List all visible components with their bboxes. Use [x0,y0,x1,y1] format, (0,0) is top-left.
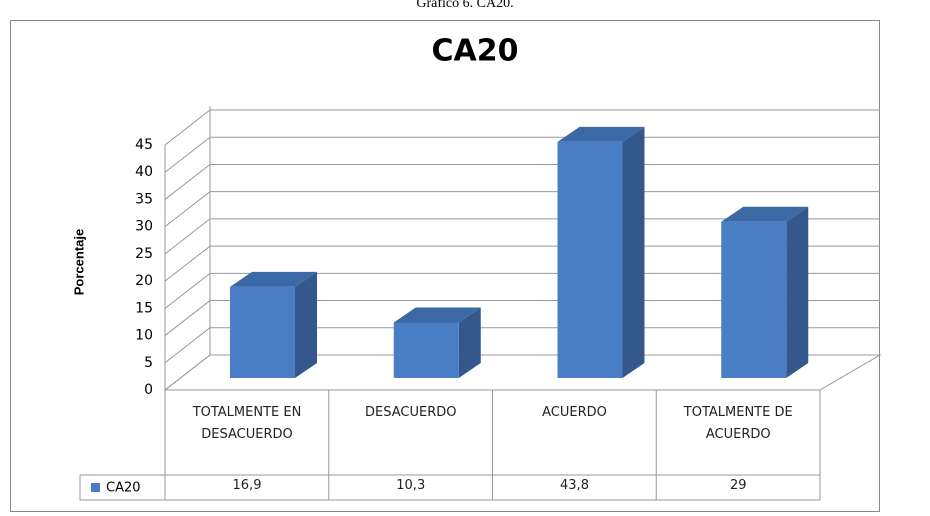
legend-label: CA20 [106,481,141,496]
bar-side [786,206,809,378]
value-label: 29 [656,478,820,493]
grid-line [164,245,880,282]
y-tick-label: 40 [135,164,153,180]
y-tick-label: 35 [135,191,153,207]
value-label-text: 29 [729,478,747,493]
bar [721,221,787,378]
bar-side [458,307,481,378]
y-tick-label: 0 [144,382,153,398]
category-label-text: TOTALMENTE DE ACUERDO [683,405,793,442]
grid-line [164,327,880,364]
y-tick-label: 20 [135,273,153,289]
category-label: ACUERDO [493,402,657,424]
category-label: TOTALMENTE DE ACUERDO [656,402,820,446]
category-label: TOTALMENTE EN DESACUERDO [165,402,329,446]
grid-line [164,163,880,200]
y-axis-label: Porcentaje [71,229,86,295]
bar-top [721,206,809,222]
y-tick-label: 30 [135,219,153,235]
value-label: 16,9 [165,478,329,493]
grid-line [164,300,880,336]
grid-line [164,191,880,228]
chart-title: CA20 [432,34,519,69]
category-label-text: DESACUERDO [365,405,457,420]
caption: Gráfico 6. CA20. [416,0,513,11]
bar-top [557,126,645,142]
grid-line [164,136,880,173]
bar-top [393,307,481,323]
y-tick-label: 15 [135,300,153,316]
bar-side [295,271,317,378]
y-tick-label: 10 [135,328,153,344]
bar [230,286,295,378]
table-grid [79,390,821,501]
y-tick-label: 5 [144,355,153,371]
value-label-text: 43,8 [560,478,589,493]
legend-swatch [91,483,100,492]
value-label-text: 16,9 [232,478,262,493]
y-tick-label: 45 [135,137,153,153]
bar-side [622,126,645,378]
category-label-text: ACUERDO [542,405,607,420]
y-tick-label: 25 [135,246,153,262]
grid-line [164,218,880,255]
value-label-text: 10,3 [396,478,426,493]
grid-line [164,272,880,309]
value-label: 43,8 [493,478,657,493]
bar [557,141,623,378]
bar [393,322,459,378]
category-label: DESACUERDO [329,402,493,424]
bar-top [230,271,317,287]
value-label: 10,3 [329,478,493,493]
grid-line [164,109,880,146]
category-label-text: TOTALMENTE EN DESACUERDO [192,405,302,442]
grid-line [164,354,880,391]
